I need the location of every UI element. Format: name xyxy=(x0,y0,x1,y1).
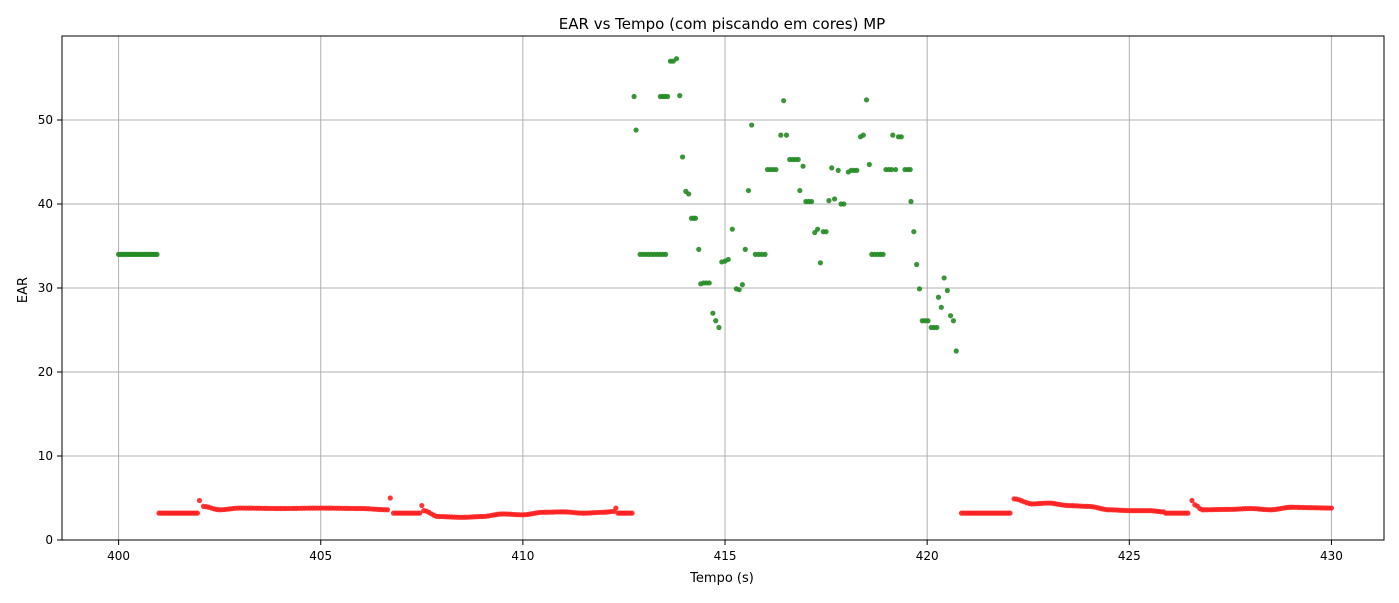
green-point xyxy=(866,161,872,168)
green-point xyxy=(890,132,896,138)
green-point xyxy=(817,260,824,266)
x-tick-label: 430 xyxy=(1320,549,1343,563)
y-tick-label: 30 xyxy=(38,281,53,295)
green-point xyxy=(935,294,942,300)
green-point xyxy=(815,226,821,232)
green-point xyxy=(706,280,712,286)
y-axis-label: EAR xyxy=(16,277,31,303)
green-point xyxy=(710,310,716,316)
red-point xyxy=(417,510,423,516)
red-point xyxy=(194,510,201,516)
green-point xyxy=(835,167,841,173)
green-point xyxy=(633,127,639,133)
chart-title: EAR vs Tempo (com piscando em cores) MP xyxy=(559,15,885,33)
green-point xyxy=(934,324,940,331)
green-point xyxy=(781,98,787,104)
green-point xyxy=(823,229,829,235)
green-point xyxy=(907,166,913,173)
x-tick-label: 415 xyxy=(714,549,737,563)
green-point xyxy=(914,261,920,268)
green-point xyxy=(950,318,957,324)
green-point xyxy=(729,226,735,232)
green-point xyxy=(831,196,838,202)
x-tick-label: 425 xyxy=(1118,549,1141,563)
green-point xyxy=(631,93,637,100)
green-point xyxy=(938,304,944,310)
green-point xyxy=(908,198,914,205)
green-point xyxy=(742,246,748,252)
green-point xyxy=(829,165,835,171)
x-tick-label: 400 xyxy=(107,549,130,563)
green-point xyxy=(898,134,904,140)
green-point xyxy=(841,201,847,207)
green-point xyxy=(925,318,931,324)
red-point xyxy=(419,502,425,509)
red-point xyxy=(1328,505,1335,511)
x-tick-label: 405 xyxy=(309,549,332,563)
green-point xyxy=(745,187,752,194)
green-point xyxy=(944,287,950,294)
y-tick-label: 20 xyxy=(38,365,53,379)
green-point xyxy=(953,348,959,354)
green-point xyxy=(713,318,719,324)
green-point xyxy=(736,287,742,293)
green-point xyxy=(893,166,899,173)
red-point xyxy=(384,507,391,513)
green-point xyxy=(716,324,722,331)
green-point xyxy=(800,163,806,169)
green-point xyxy=(916,286,923,292)
green-point xyxy=(880,251,886,257)
green-point xyxy=(854,167,860,173)
y-tick-label: 50 xyxy=(38,113,53,127)
green-point xyxy=(888,166,895,173)
data-points xyxy=(116,56,1335,520)
green-point xyxy=(749,122,755,128)
green-point xyxy=(677,93,683,99)
green-point xyxy=(911,229,917,235)
green-point xyxy=(725,256,731,263)
red-point xyxy=(1189,497,1195,504)
green-point xyxy=(154,251,160,257)
y-tick-label: 0 xyxy=(45,533,53,547)
green-point xyxy=(941,275,947,281)
red-point xyxy=(387,495,393,501)
green-point xyxy=(778,132,784,138)
green-point xyxy=(808,198,815,205)
red-point xyxy=(629,510,635,516)
green-point xyxy=(673,56,680,62)
green-point xyxy=(948,313,954,319)
red-point xyxy=(1185,510,1191,516)
x-axis-label: Tempo (s) xyxy=(689,571,754,586)
green-point xyxy=(665,93,671,100)
green-point xyxy=(662,251,669,257)
green-point xyxy=(797,187,803,194)
x-tick-label: 410 xyxy=(511,549,534,563)
x-tick-label: 420 xyxy=(916,549,939,563)
y-tick-label: 10 xyxy=(38,449,53,463)
green-point xyxy=(739,282,746,288)
y-tick-label: 40 xyxy=(38,197,53,211)
green-point xyxy=(795,156,801,163)
y-axis-ticks: 0 10 20 30 40 50 xyxy=(38,113,62,547)
red-point xyxy=(613,505,619,511)
green-point xyxy=(863,97,870,103)
grid-lines xyxy=(62,36,1384,541)
green-point xyxy=(826,198,832,204)
red-point xyxy=(1007,510,1013,516)
red-point xyxy=(1161,509,1167,515)
green-point xyxy=(679,154,686,160)
green-point xyxy=(860,132,866,138)
green-point xyxy=(762,251,768,257)
green-point xyxy=(696,246,702,252)
green-point xyxy=(783,132,790,138)
red-point xyxy=(196,497,203,504)
green-point xyxy=(773,166,779,173)
x-axis-ticks: 400 405 410 415 420 425 430 xyxy=(107,540,1343,563)
green-point xyxy=(686,191,692,197)
green-point xyxy=(692,215,699,221)
